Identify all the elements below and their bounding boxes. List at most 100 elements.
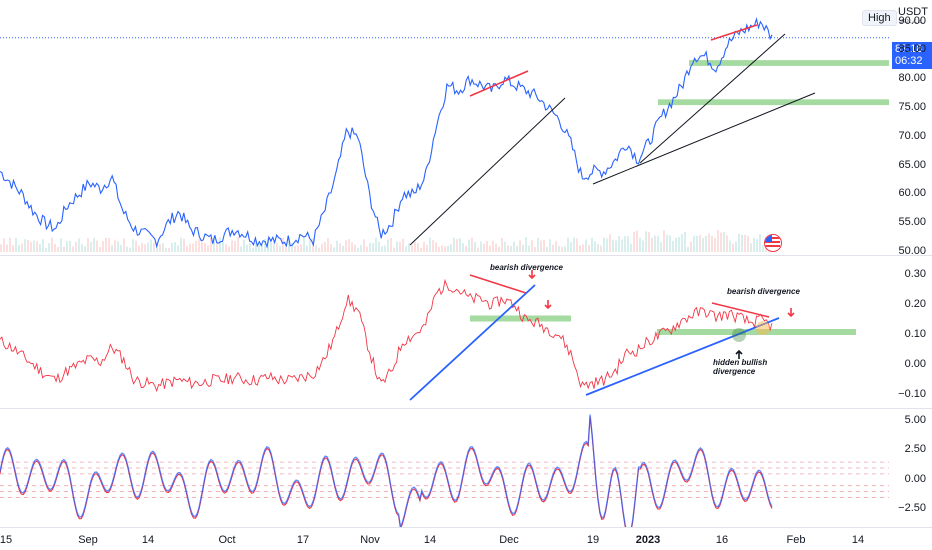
bearish-divergence-label-2: bearish divergence: [727, 287, 800, 296]
volume-bar: [441, 245, 443, 252]
y-tick-label: 70.00: [898, 129, 926, 142]
support-zone: [689, 60, 889, 66]
volume-bar: [477, 247, 479, 252]
pane-separator[interactable]: [0, 408, 932, 409]
volume-bar: [48, 243, 50, 252]
volume-bar: [12, 245, 14, 252]
pane-separator[interactable]: [0, 255, 932, 256]
volume-bar: [435, 242, 437, 252]
volume-bar: [723, 232, 725, 252]
volume-bar: [78, 238, 80, 252]
us-flag-icon[interactable]: [764, 234, 782, 252]
volume-bar: [609, 234, 611, 252]
x-tick-label: 17: [296, 534, 310, 546]
volume-bar: [396, 241, 398, 252]
x-tick-label: Sep: [78, 534, 98, 546]
volume-bar: [426, 244, 428, 252]
volume-bar: [333, 247, 335, 252]
volume-bar: [39, 243, 41, 252]
volume-bar: [369, 242, 371, 252]
indicator-chart[interactable]: [0, 256, 932, 408]
volume-bar: [705, 235, 707, 252]
volume-bar: [6, 244, 8, 252]
volume-bar: [576, 238, 578, 252]
volume-bar: [747, 235, 749, 252]
volume-bar: [516, 246, 518, 252]
volume-bar: [753, 237, 755, 252]
volume-bar: [21, 243, 23, 252]
volume-bar: [615, 240, 617, 252]
volume-bar: [186, 245, 188, 252]
price-chart[interactable]: [0, 0, 932, 255]
volume-bar: [306, 245, 308, 252]
volume-bar: [447, 245, 449, 252]
volume-bar: [480, 241, 482, 252]
volume-bar: [45, 247, 47, 252]
volume-bar: [585, 239, 587, 252]
volume-bar: [33, 240, 35, 252]
volume-bar: [339, 243, 341, 252]
volume-bar: [645, 231, 647, 252]
hidden-divergence-marker: [732, 328, 746, 342]
volume-bar: [519, 240, 521, 252]
trendline: [409, 97, 566, 246]
volume-bar: [735, 241, 737, 252]
indicator-series-line: [0, 278, 773, 393]
volume-bar: [3, 238, 5, 252]
volume-bar: [42, 239, 44, 252]
arrow-up-icon: [735, 349, 743, 359]
volume-bar: [483, 243, 485, 252]
volume-bar: [453, 237, 455, 252]
price-pane[interactable]: [0, 0, 932, 255]
volume-bar: [102, 241, 104, 252]
volume-bar: [24, 239, 26, 252]
volume-bar: [621, 239, 623, 252]
volume-bar: [420, 247, 422, 252]
volume-bar: [525, 237, 527, 252]
volume-bar: [651, 237, 653, 252]
volume-bar: [759, 234, 761, 252]
volume-bar: [699, 235, 701, 252]
volume-bar: [120, 244, 122, 252]
volume-bar: [429, 237, 431, 252]
current-price-tag[interactable]: 87.18 06:32: [892, 42, 932, 69]
volume-bar: [336, 240, 338, 252]
high-scale-button[interactable]: High: [862, 10, 897, 26]
volume-bar: [501, 237, 503, 252]
volume-bar: [540, 240, 542, 252]
volume-bar: [654, 235, 656, 252]
volume-bar: [738, 233, 740, 252]
volume-bar: [375, 237, 377, 252]
volume-bar: [417, 242, 419, 252]
volume-bar: [150, 239, 152, 252]
volume-bar: [570, 242, 572, 252]
indicator-pane[interactable]: [0, 256, 932, 408]
oscillator-main-line: [0, 414, 773, 527]
volume-bar: [618, 236, 620, 252]
volume-bar: [642, 240, 644, 252]
y-tick-label: 0.10: [904, 328, 926, 340]
volume-bar: [711, 236, 713, 252]
volume-bar: [228, 246, 230, 252]
volume-bar: [216, 242, 218, 252]
volume-bar: [342, 246, 344, 252]
volume-bar: [714, 237, 716, 252]
volume-bar: [591, 237, 593, 252]
volume-bar: [171, 242, 173, 252]
volume-bar: [66, 240, 68, 252]
volume-bar: [594, 241, 596, 252]
y-tick-label: 0.20: [904, 298, 926, 310]
volume-bar: [54, 243, 56, 252]
y-tick-label: 0.00: [904, 358, 926, 370]
volume-bar: [603, 237, 605, 252]
volume-bar: [105, 237, 107, 252]
oscillator-chart[interactable]: [0, 409, 932, 527]
y-tick-label: 2.50: [904, 443, 926, 456]
volume-bar: [309, 240, 311, 252]
oscillator-pane[interactable]: [0, 409, 932, 527]
volume-bar: [174, 242, 176, 252]
volume-bar: [144, 244, 146, 252]
volume-bar: [135, 240, 137, 252]
volume-bar: [669, 235, 671, 252]
current-price-value: 87.18: [895, 43, 923, 55]
